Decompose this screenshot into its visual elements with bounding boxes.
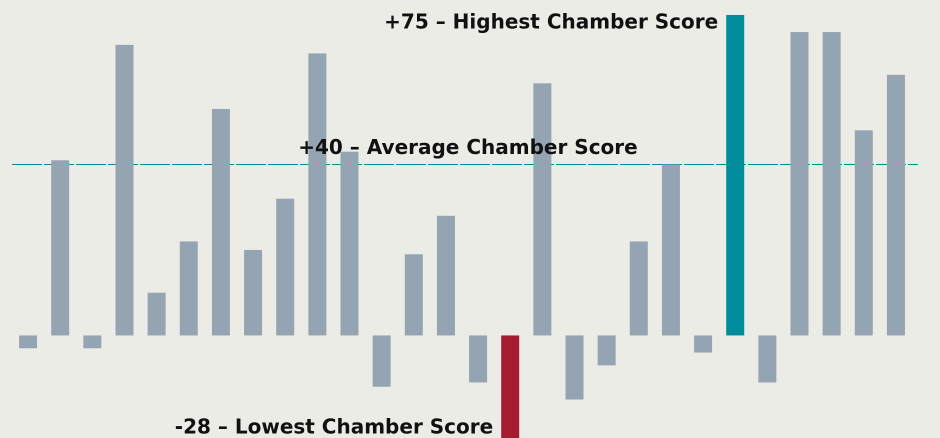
bar <box>211 108 230 336</box>
bar <box>790 32 809 336</box>
bar <box>276 198 295 336</box>
bar <box>83 335 102 349</box>
bar <box>565 335 584 400</box>
bar <box>404 254 423 336</box>
bar <box>469 335 488 383</box>
bar <box>854 130 873 336</box>
bar <box>19 335 38 349</box>
label-layer: +40 – Average Chamber Score +75 – Highest… <box>175 9 718 438</box>
bar <box>51 160 70 336</box>
bar <box>436 215 455 336</box>
bar <box>661 164 680 336</box>
bar <box>694 335 713 353</box>
reference-label: +40 – Average Chamber Score <box>298 135 637 159</box>
bar <box>886 74 905 336</box>
bar <box>308 53 327 336</box>
bar <box>533 83 552 336</box>
bar-layer <box>19 14 905 438</box>
bar <box>597 335 616 366</box>
bar <box>147 292 166 336</box>
bar <box>179 241 198 336</box>
bar <box>244 249 263 336</box>
bar <box>372 335 391 387</box>
bar <box>726 14 745 336</box>
bar <box>115 44 134 336</box>
bar <box>629 241 648 336</box>
bar <box>501 335 520 438</box>
annotation-label: +75 – Highest Chamber Score <box>384 9 718 33</box>
bar <box>822 32 841 336</box>
bar <box>340 151 359 336</box>
annotation-label: -28 – Lowest Chamber Score <box>175 415 493 438</box>
bar <box>758 335 777 383</box>
